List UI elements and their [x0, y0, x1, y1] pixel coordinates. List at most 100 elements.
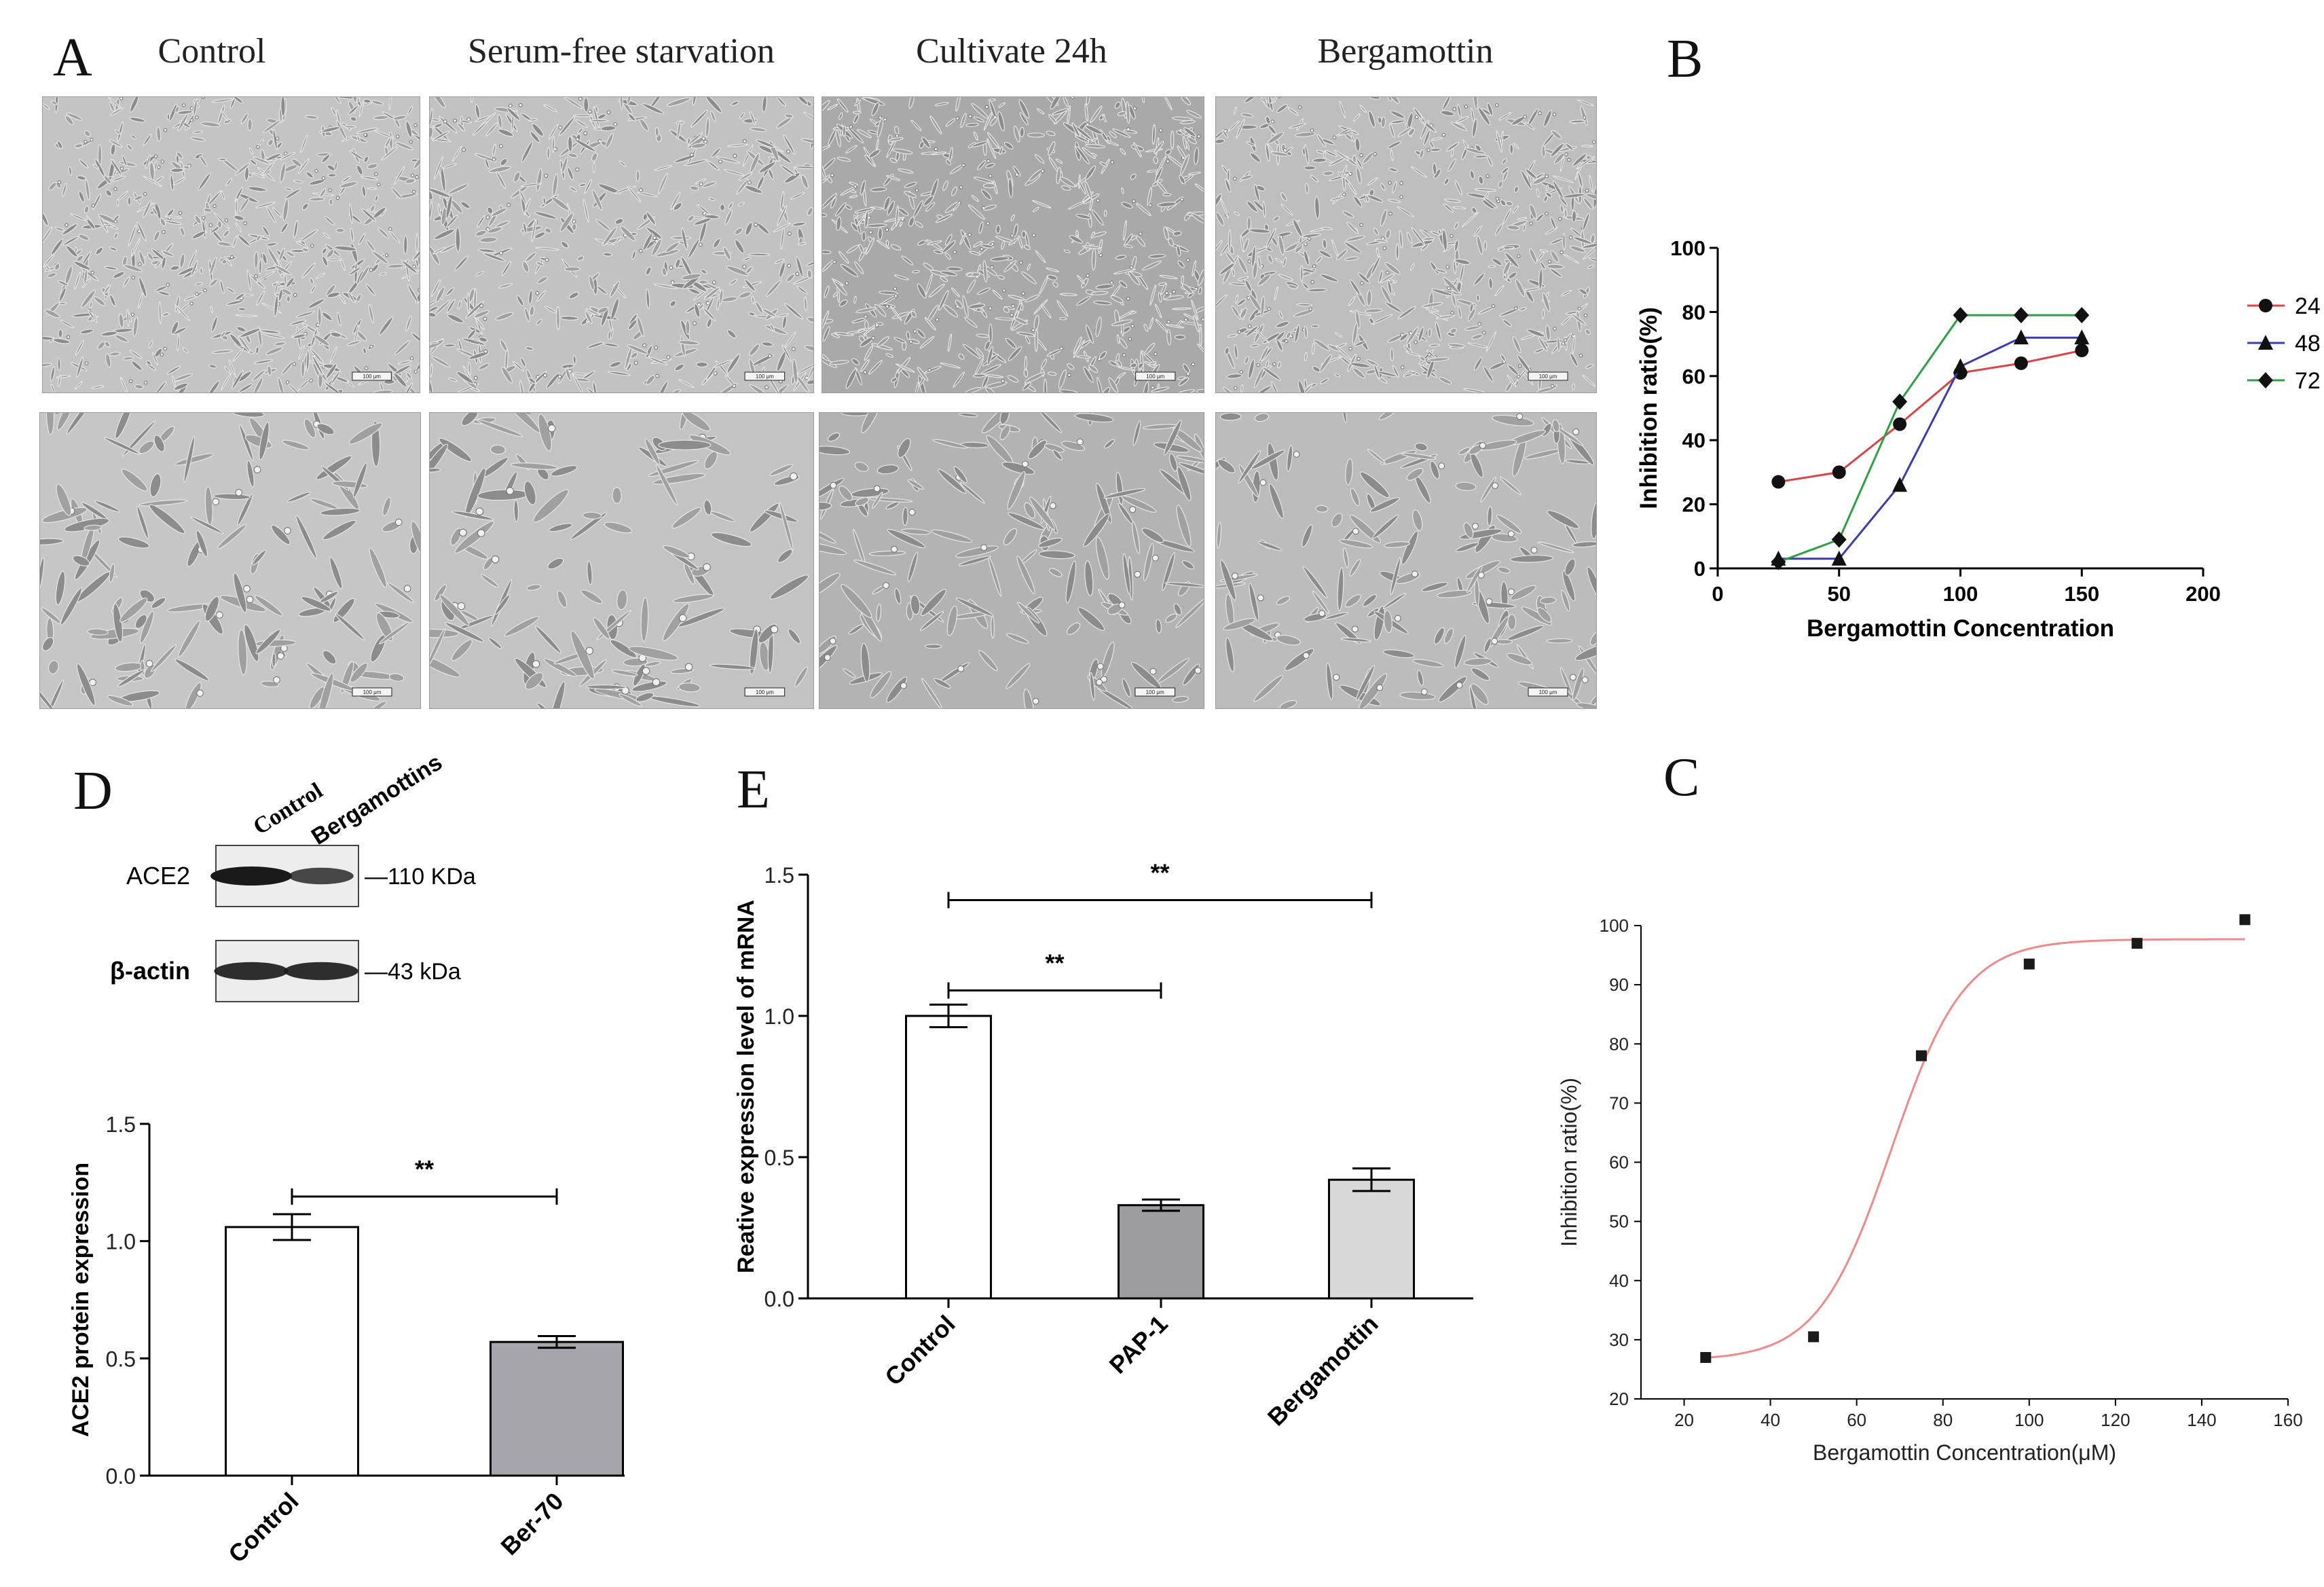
cell-shape — [1546, 263, 1565, 270]
cell-shape — [564, 97, 583, 109]
cell-shape — [225, 258, 233, 267]
cell-shape — [1247, 216, 1252, 230]
cell-shape — [1117, 111, 1127, 116]
cell-shape — [636, 316, 645, 338]
round-cell — [130, 312, 134, 316]
cell-shape — [1513, 143, 1519, 149]
cell-shape — [279, 151, 296, 161]
round-cell — [934, 147, 938, 151]
cell-shape — [475, 270, 485, 277]
cell-shape — [1060, 185, 1071, 191]
cell-shape — [1529, 204, 1537, 219]
round-cell — [66, 335, 71, 339]
cell-shape — [583, 97, 589, 113]
cell-shape — [183, 435, 196, 483]
cell-shape — [110, 158, 122, 177]
cell-shape — [1175, 597, 1204, 628]
cell-shape — [363, 347, 367, 354]
cell-shape — [319, 188, 327, 198]
cell-shape — [662, 603, 690, 641]
data-point — [1808, 1331, 1820, 1343]
cell-shape — [883, 196, 891, 211]
cell-shape — [1034, 153, 1045, 164]
cell-shape — [520, 357, 526, 368]
cell-shape — [1517, 217, 1528, 220]
round-cell — [128, 379, 133, 383]
cell-shape — [542, 196, 547, 205]
cell-shape — [1119, 280, 1128, 289]
round-cell — [959, 185, 963, 189]
cell-shape — [582, 511, 602, 519]
cell-shape — [819, 445, 851, 456]
cell-shape — [64, 115, 74, 126]
round-cell — [462, 147, 466, 152]
cell-shape — [448, 183, 469, 195]
cell-shape — [142, 200, 152, 218]
cell-shape — [301, 202, 309, 211]
cell-shape — [1352, 113, 1361, 122]
cell-shape — [1319, 378, 1329, 384]
cell-shape — [921, 589, 947, 617]
cell-shape — [326, 258, 342, 261]
round-cell — [328, 188, 332, 192]
cell-shape — [291, 325, 308, 338]
cell-shape — [203, 208, 213, 213]
cell-shape — [183, 165, 191, 170]
y-tick-label: 1.0 — [106, 1230, 136, 1254]
cell-shape — [394, 340, 411, 356]
cell-shape — [1536, 188, 1540, 198]
cell-shape — [371, 389, 393, 393]
cell-shape — [630, 352, 638, 359]
cell-shape — [1039, 276, 1049, 295]
cell-shape — [105, 189, 112, 197]
round-cell — [163, 346, 167, 351]
round-cell — [1507, 530, 1515, 538]
round-cell — [1185, 258, 1190, 262]
cell-shape — [1356, 158, 1363, 169]
cell-shape — [194, 153, 203, 160]
cell-shape — [966, 272, 974, 277]
cell-shape — [1192, 260, 1197, 277]
cell-shape — [708, 197, 716, 201]
cell-shape — [925, 202, 936, 212]
cell-shape — [94, 296, 106, 306]
cell-shape — [475, 230, 487, 237]
cell-shape — [161, 256, 166, 270]
cell-shape — [959, 232, 967, 245]
cell-shape — [50, 100, 58, 106]
round-cell — [64, 223, 69, 227]
y-axis-title: Reative expression level of mRNA — [733, 900, 759, 1273]
scale-bar-label: 100 μm — [756, 689, 774, 695]
cell-shape — [1073, 340, 1085, 359]
round-cell — [1482, 331, 1486, 335]
cell-shape — [1406, 232, 1413, 244]
round-cell — [1401, 365, 1405, 369]
x-tick-label: 100 — [2014, 1410, 2044, 1430]
cell-shape — [1102, 114, 1107, 123]
cell-shape — [646, 211, 657, 225]
cell-shape — [1385, 229, 1391, 240]
cell-shape — [295, 240, 309, 249]
cell-shape — [475, 318, 485, 330]
round-cell — [1579, 354, 1583, 358]
cell-shape — [363, 156, 369, 163]
cell-shape — [1151, 386, 1169, 393]
cell-shape — [134, 384, 144, 390]
cell-shape — [497, 114, 503, 129]
cell-shape — [642, 103, 664, 115]
round-cell — [678, 614, 687, 622]
cell-shape — [1018, 99, 1030, 119]
round-cell — [1122, 353, 1126, 357]
cell-shape — [255, 629, 281, 655]
cell-shape — [1141, 260, 1162, 271]
cell-shape — [723, 168, 745, 177]
cell-shape — [472, 122, 487, 136]
cell-shape — [1342, 413, 1347, 424]
cell-shape — [1483, 365, 1494, 382]
cell-shape — [1164, 581, 1204, 588]
round-cell — [935, 318, 940, 322]
cell-shape — [490, 444, 506, 455]
cell-shape — [217, 241, 232, 247]
cell-shape — [1217, 458, 1236, 473]
cell-shape — [829, 360, 849, 365]
